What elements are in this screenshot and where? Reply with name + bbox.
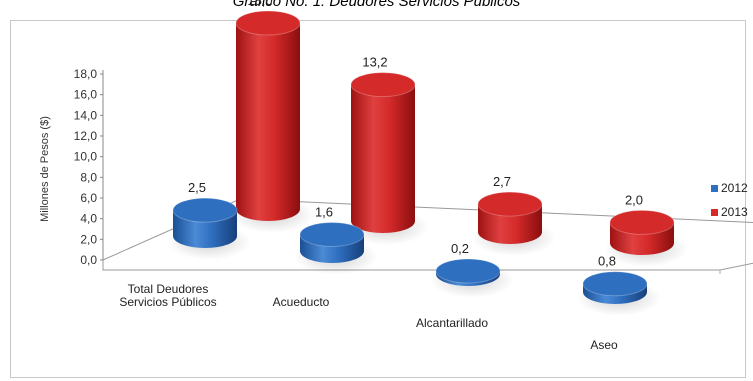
legend-swatch-2013 bbox=[711, 208, 718, 216]
bar-2012 bbox=[430, 258, 514, 298]
y-axis-title: Millones de Pesos ($) bbox=[39, 116, 51, 222]
chart-title: Gráfico No. 1: Deudores Servicios Públic… bbox=[232, 0, 521, 10]
y-tick-label: 6,0 bbox=[80, 191, 97, 205]
legend-label-2013: 2013 bbox=[721, 205, 748, 219]
y-tick-label: 16,0 bbox=[74, 88, 98, 102]
labels-layer: 0,0 2,0 4,0 6,0 8,0 10,0 12,0 14,0 16,0 18,0 Millo… bbox=[39, 0, 643, 352]
data-label-2013: 18,0 bbox=[247, 0, 272, 8]
y-tick-label: 4,0 bbox=[80, 212, 97, 226]
floor-front-edge bbox=[102, 260, 753, 271]
bar-top bbox=[172, 197, 238, 223]
category-label: Servicios Públicos bbox=[119, 295, 216, 309]
category-label: Total Deudores bbox=[128, 282, 209, 296]
y-tick-label: 8,0 bbox=[80, 170, 97, 184]
bar-body bbox=[351, 84, 415, 233]
bars-layer bbox=[167, 10, 688, 316]
bar-top bbox=[609, 209, 675, 235]
data-label-2013: 13,2 bbox=[362, 55, 387, 70]
data-label-2012: 0,2 bbox=[451, 241, 469, 256]
bar-top bbox=[299, 221, 365, 247]
data-label-2012: 1,6 bbox=[315, 204, 333, 219]
data-label-2013: 2,0 bbox=[625, 192, 643, 207]
category-label: Aseo bbox=[590, 338, 618, 352]
legend: 2012 2013 bbox=[711, 176, 748, 224]
bar-2013 bbox=[472, 191, 556, 256]
bar-2012 bbox=[577, 271, 661, 316]
category-label: Alcantarillado bbox=[416, 316, 488, 330]
y-tick-label: 10,0 bbox=[74, 150, 98, 164]
data-label-2012: 2,5 bbox=[188, 180, 206, 195]
bar-top bbox=[435, 258, 501, 284]
legend-swatch-2012 bbox=[711, 184, 718, 192]
legend-label-2012: 2012 bbox=[721, 181, 748, 195]
bar-top bbox=[477, 191, 543, 217]
bar-top bbox=[350, 72, 416, 98]
bar-2013 bbox=[230, 10, 314, 233]
bar-2012 bbox=[167, 197, 251, 260]
y-tick-label: 2,0 bbox=[80, 232, 97, 246]
bar-2013 bbox=[604, 209, 688, 267]
data-label-2012: 0,8 bbox=[598, 254, 616, 269]
y-tick-label: 14,0 bbox=[74, 108, 98, 122]
chart-frame bbox=[10, 20, 746, 378]
y-tick-label: 12,0 bbox=[74, 129, 98, 143]
y-tick-label: 0,0 bbox=[80, 253, 97, 267]
bar-top bbox=[235, 10, 301, 36]
bar-2013 bbox=[345, 72, 429, 245]
bar-2012 bbox=[294, 221, 378, 275]
data-label-2013: 2,7 bbox=[493, 174, 511, 189]
legend-item: 2013 bbox=[711, 200, 748, 224]
category-label: Acueducto bbox=[273, 295, 330, 309]
bar-body bbox=[236, 23, 300, 221]
legend-item: 2012 bbox=[711, 176, 748, 200]
y-tick-label: 18,0 bbox=[74, 67, 98, 81]
bar-top bbox=[582, 271, 648, 297]
